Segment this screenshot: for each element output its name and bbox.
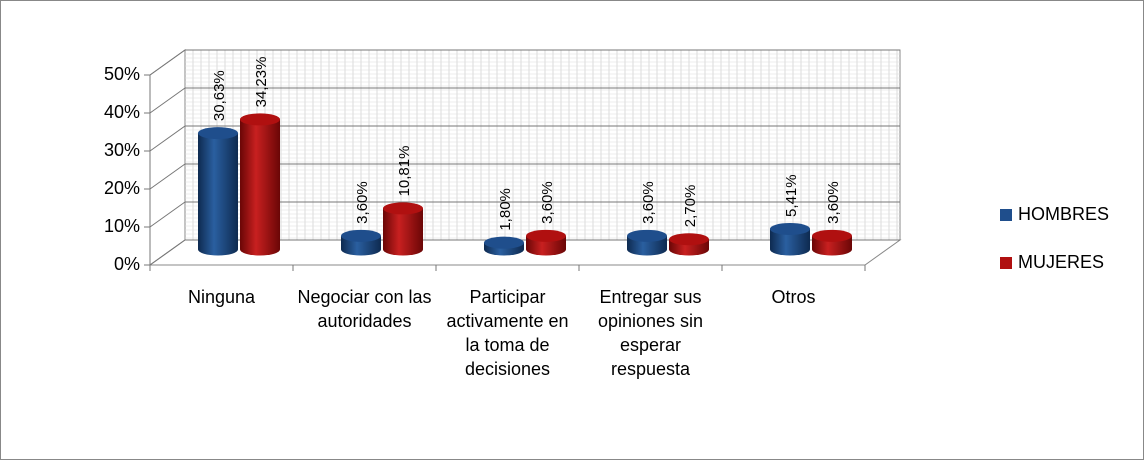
x-tick-label: Participar activamente en la toma de dec… (446, 287, 569, 379)
y-tick-label: 20% (104, 178, 140, 198)
value-label: 10,81% (396, 146, 413, 197)
bar-top (484, 236, 524, 249)
side-wall (149, 49, 186, 266)
legend-label: HOMBRES (1018, 204, 1109, 224)
value-label: 3,60% (825, 181, 842, 224)
grid-line (149, 125, 186, 152)
bar-top (383, 202, 423, 215)
value-label: 3,60% (640, 181, 657, 224)
bar (198, 133, 238, 256)
value-label: 3,60% (354, 181, 371, 224)
bar-top (240, 113, 280, 126)
bar (770, 228, 810, 256)
bar-top (198, 127, 238, 140)
legend-label: MUJERES (1018, 252, 1104, 272)
grid-line (149, 49, 186, 76)
bar-top (669, 233, 709, 246)
legend-swatch (1000, 257, 1012, 269)
y-tick-label: 50% (104, 64, 140, 84)
value-label: 30,63% (211, 70, 228, 121)
value-label: 5,41% (783, 174, 800, 217)
bar-top (526, 229, 566, 242)
bar-top (341, 229, 381, 242)
value-label: 3,60% (539, 181, 556, 224)
x-tick-label: Entregar sus opiniones sin esperar respu… (597, 287, 704, 379)
bar-top (627, 229, 667, 242)
x-tick-label: Ninguna (187, 287, 256, 307)
value-label: 1,80% (497, 188, 514, 231)
y-tick-label: 30% (104, 140, 140, 160)
x-tick-label: Negociar con las autoridades (297, 287, 432, 331)
bar (240, 119, 280, 256)
legend-swatch (1000, 209, 1012, 221)
grid-line (149, 163, 186, 190)
bar-top (770, 222, 810, 235)
bar (383, 208, 423, 256)
y-tick-label: 10% (104, 216, 140, 236)
grid-line (149, 239, 186, 266)
x-tick-label: Otros (771, 287, 816, 307)
value-label: 34,23% (253, 57, 270, 108)
grid-line (149, 87, 186, 114)
y-tick-label: 40% (104, 102, 140, 122)
bar-top (812, 229, 852, 242)
grid-line (149, 201, 186, 228)
value-label: 2,70% (682, 185, 699, 228)
y-tick-label: 0% (114, 254, 140, 274)
